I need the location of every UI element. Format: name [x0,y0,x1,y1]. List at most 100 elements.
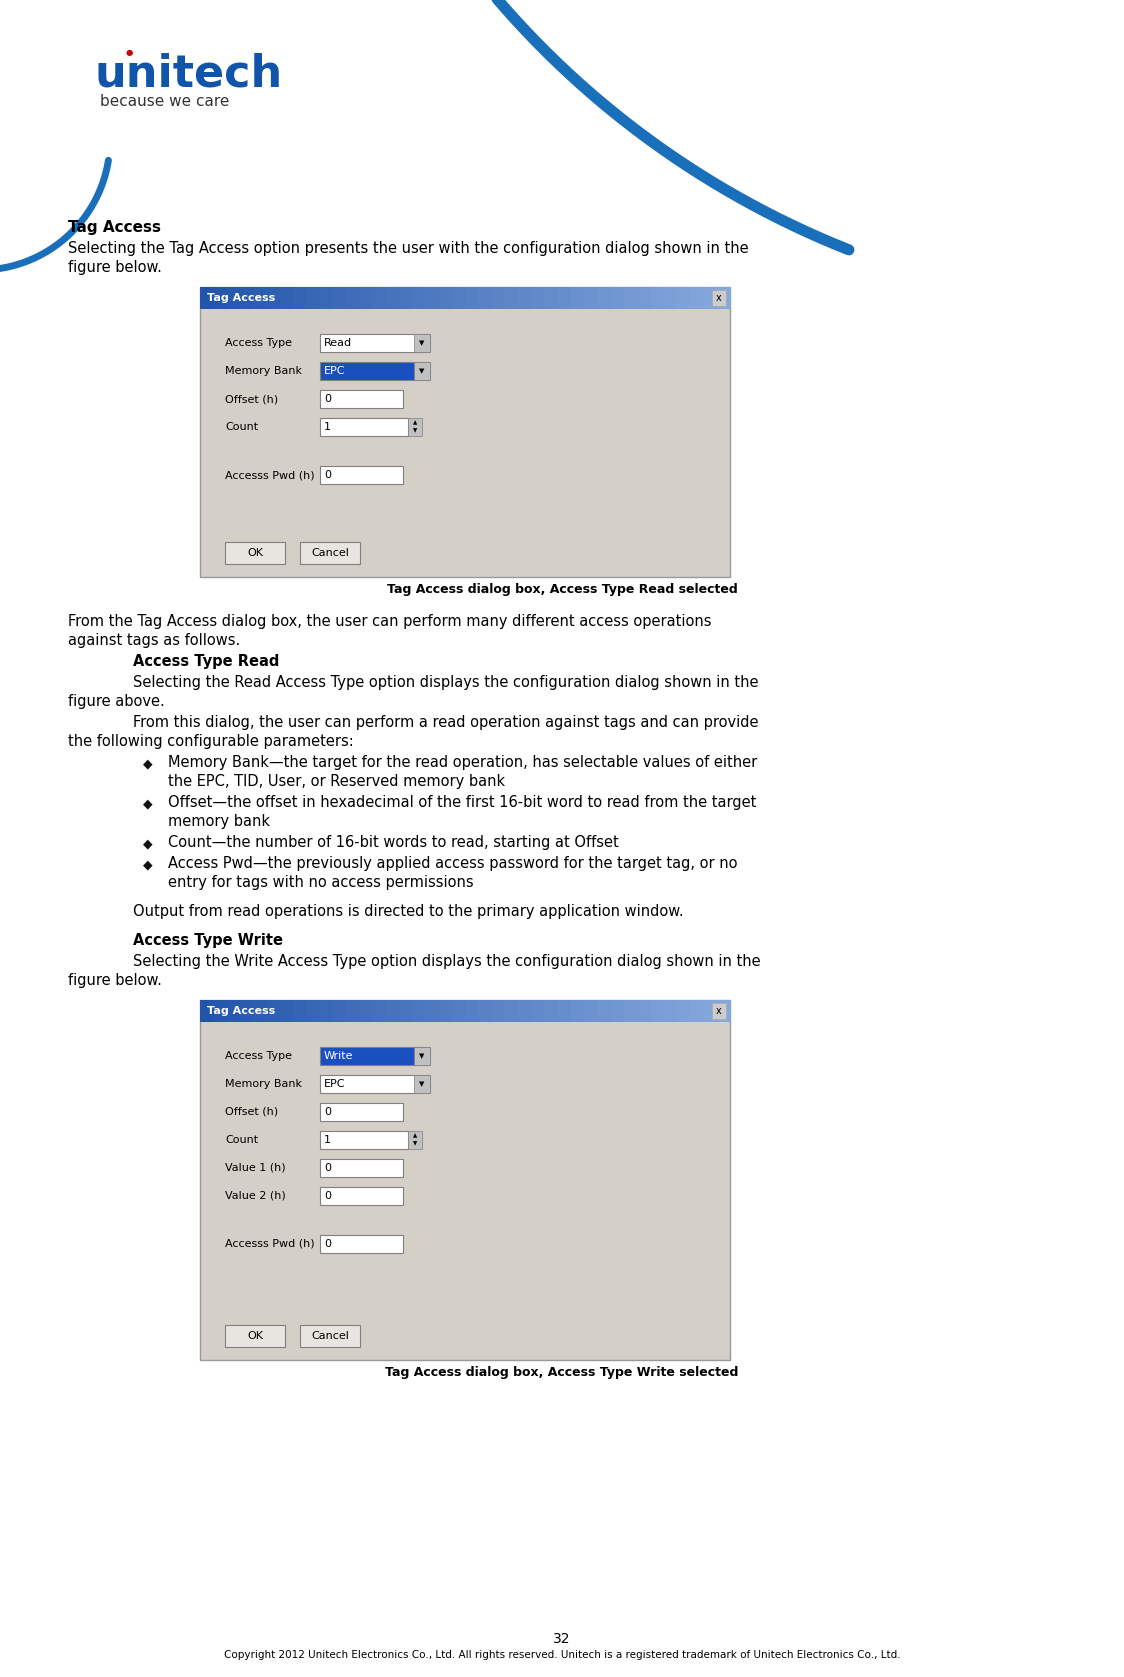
Bar [280,999,293,1021]
Text: Tag Access: Tag Access [207,1006,275,1016]
Text: Accesss Pwd (h): Accesss Pwd (h) [225,470,315,480]
Bar [532,999,545,1021]
Bar [677,287,691,309]
Bar [200,999,729,1360]
Bar [491,287,506,309]
Bar [610,287,625,309]
Text: 0: 0 [324,1164,330,1172]
Text: Accesss Pwd (h): Accesss Pwd (h) [225,1239,315,1249]
Bar [386,287,400,309]
Bar [664,999,678,1021]
Text: Tag Access: Tag Access [207,293,275,304]
Text: x: x [716,1006,722,1016]
Bar [320,391,402,408]
Bar [227,287,241,309]
Bar [253,287,268,309]
Bar [518,287,533,309]
Bar [320,1103,402,1120]
Text: Count—the number of 16-bit words to read, starting at Offset: Count—the number of 16-bit words to read… [167,835,618,850]
Text: EPC: EPC [324,366,345,376]
Bar [408,418,422,436]
Bar [320,362,430,381]
Bar [306,287,320,309]
Text: From the Tag Access dialog box, the user can perform many different access opera: From the Tag Access dialog box, the user… [67,614,711,629]
Bar [399,287,413,309]
Text: Write: Write [324,1051,354,1062]
Bar [425,287,439,309]
Bar [306,999,320,1021]
Text: ◆: ◆ [143,837,153,850]
Text: ▲: ▲ [413,1134,417,1139]
Bar [584,287,598,309]
Bar [320,1234,402,1253]
Text: 0: 0 [324,1191,330,1201]
Bar [558,999,572,1021]
Bar [320,466,402,485]
Bar [320,334,430,352]
Bar [320,1046,430,1065]
Text: x: x [716,293,722,304]
Text: OK: OK [247,1332,263,1342]
Bar [717,287,731,309]
Bar [677,999,691,1021]
Bar [359,999,373,1021]
Text: Count: Count [225,1135,259,1145]
Bar [227,999,241,1021]
Bar [300,1325,360,1347]
Bar [438,287,453,309]
Text: From this dialog, the user can perform a read operation against tags and can pro: From this dialog, the user can perform a… [133,714,759,729]
Text: because we care: because we care [100,94,229,109]
Text: Memory Bank: Memory Bank [225,366,302,376]
Bar [225,1325,285,1347]
Bar [214,999,227,1021]
Text: Access Type Write: Access Type Write [133,932,283,948]
Bar [266,999,281,1021]
Bar [408,1130,422,1149]
Bar [452,287,466,309]
Bar [372,999,387,1021]
Text: figure below.: figure below. [67,973,162,988]
Bar [711,290,726,305]
Bar [478,999,492,1021]
Text: Selecting the Read Access Type option displays the configuration dialog shown in: Selecting the Read Access Type option di… [133,676,759,689]
Text: OK: OK [247,548,263,558]
Text: figure below.: figure below. [67,260,162,275]
Bar [624,999,638,1021]
Text: the following configurable parameters:: the following configurable parameters: [67,735,354,750]
Bar [359,287,373,309]
Text: Access Pwd—the previously applied access password for the target tag, or no: Access Pwd—the previously applied access… [167,855,737,870]
Bar [333,999,346,1021]
Bar [320,1159,402,1177]
Text: Access Type: Access Type [225,339,292,349]
Bar [413,999,426,1021]
Text: against tags as follows.: against tags as follows. [67,632,241,647]
Bar [399,999,413,1021]
Bar [651,287,664,309]
Text: ◆: ◆ [143,859,153,870]
Bar [239,999,254,1021]
Text: ▲: ▲ [413,421,417,426]
Text: Cancel: Cancel [311,548,348,558]
Bar [465,999,479,1021]
Bar [558,287,572,309]
Text: entry for tags with no access permissions: entry for tags with no access permission… [167,875,473,890]
Bar [491,999,506,1021]
Bar [319,999,334,1021]
Bar [717,999,731,1021]
Bar [414,362,430,381]
Text: Value 2 (h): Value 2 (h) [225,1191,285,1201]
Bar [280,287,293,309]
Bar [571,999,586,1021]
Text: ▼: ▼ [413,1142,417,1147]
Bar [214,287,227,309]
Text: ▼: ▼ [419,1082,425,1087]
Text: Tag Access dialog box, Access Type Write selected: Tag Access dialog box, Access Type Write… [386,1367,738,1378]
Bar [346,999,360,1021]
Bar [225,542,285,563]
Text: Access Type Read: Access Type Read [133,654,280,669]
Text: Offset (h): Offset (h) [225,1107,278,1117]
Bar [253,999,268,1021]
Bar [505,287,519,309]
Bar [598,999,611,1021]
Text: ▼: ▼ [413,429,417,433]
